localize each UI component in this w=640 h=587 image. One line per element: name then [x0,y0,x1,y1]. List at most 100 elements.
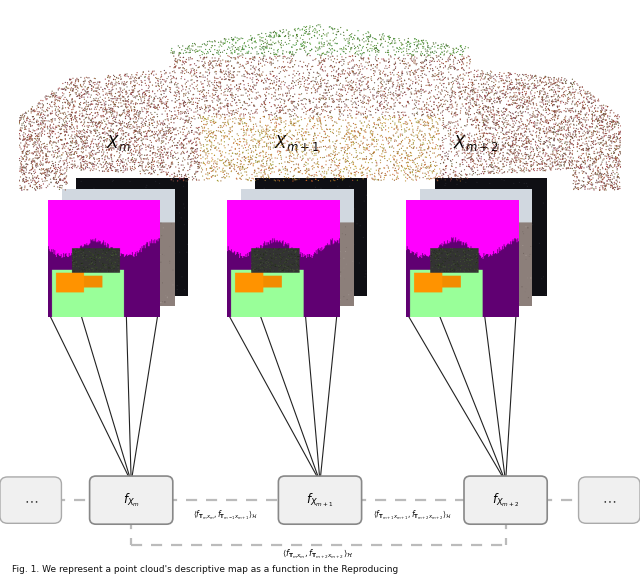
Point [441,96,451,105]
Point [210,143,220,153]
Point [429,104,439,114]
Point [68,97,78,106]
Point [80,139,90,149]
Point [111,80,121,90]
Point [553,160,563,169]
Point [50,148,60,157]
Point [453,73,463,83]
Point [577,157,588,166]
Point [452,102,462,111]
Point [325,62,335,71]
Point [166,158,177,168]
Point [143,107,153,116]
Point [369,120,380,129]
Point [356,46,367,55]
Point [477,137,488,146]
Point [228,155,239,164]
Point [548,97,558,106]
Point [79,93,89,102]
Point [373,89,383,98]
Point [609,178,620,187]
Point [68,153,79,163]
Point [346,76,356,85]
Point [19,168,29,178]
Point [578,144,588,153]
Point [516,111,526,120]
Point [403,133,413,142]
Point [402,143,412,153]
Point [225,66,236,76]
Point [180,79,191,89]
Point [438,170,449,179]
Point [516,157,526,166]
Point [28,163,38,172]
Point [124,86,134,95]
Point [509,83,519,92]
Point [150,166,161,175]
Point [285,59,295,68]
Point [125,77,136,87]
Point [310,46,321,56]
Point [81,162,91,171]
Point [261,129,271,139]
Point [499,140,509,149]
Point [32,160,42,170]
Point [119,93,129,102]
Point [160,100,170,109]
Point [194,158,204,168]
Point [100,100,110,110]
Point [477,80,487,89]
Point [124,118,134,127]
Point [57,181,67,190]
Point [518,107,528,117]
Point [531,83,541,93]
Point [95,118,105,127]
Point [35,150,45,160]
Point [93,98,104,107]
Point [83,151,93,161]
Point [525,166,535,176]
Point [21,147,31,156]
Point [34,98,44,107]
Point [122,82,132,92]
Point [125,90,136,99]
Point [596,107,606,117]
Point [429,92,440,102]
Point [321,156,332,166]
Point [118,86,128,95]
Point [271,38,281,48]
Point [378,132,388,141]
Point [218,167,228,177]
Point [498,89,508,98]
Point [28,183,38,192]
Point [26,127,36,136]
Point [352,133,362,142]
Point [216,42,227,51]
Point [106,126,116,135]
Point [227,149,237,158]
Point [248,69,258,78]
Point [254,140,264,150]
Point [220,46,230,55]
Point [572,184,582,193]
Point [162,126,172,136]
Point [355,40,365,49]
Point [168,52,179,61]
Point [223,169,234,178]
Point [345,82,355,91]
Point [141,112,152,122]
Point [575,162,586,171]
Point [547,92,557,101]
Point [596,147,606,156]
Point [527,131,537,140]
Point [586,93,596,102]
Point [598,184,608,194]
Point [455,176,465,185]
Point [419,145,429,154]
Point [451,63,461,73]
Point [102,113,112,123]
Point [604,171,614,180]
Point [351,131,361,141]
Point [508,149,518,158]
Point [565,87,575,97]
